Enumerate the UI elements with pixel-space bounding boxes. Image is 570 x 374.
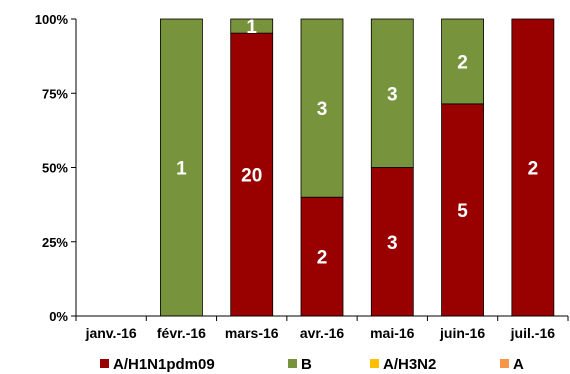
bar-segment (160, 18, 203, 317)
y-tick-label: 75% (42, 86, 68, 101)
legend-swatch (370, 359, 379, 368)
x-tick-label: févr.-16 (157, 325, 206, 341)
x-tick-label: janv.-16 (85, 325, 137, 341)
x-tick-label: mai-16 (370, 325, 415, 341)
bar-segment (441, 103, 484, 317)
legend-label: A/H1N1pdm09 (113, 356, 215, 373)
x-tick-label: avr.-16 (300, 325, 345, 341)
data-label: 3 (317, 99, 328, 120)
legend: A/H1N1pdm09 B A/H3N2 A (100, 356, 524, 373)
x-tick-label: juil.-16 (510, 325, 556, 341)
bar-segment (230, 32, 274, 317)
y-tick-label: 0% (49, 309, 68, 324)
legend-label: A (513, 356, 524, 373)
legend-label: B (301, 356, 312, 373)
x-tick-label: juin-16 (439, 325, 485, 341)
legend-item: A/H1N1pdm09 (100, 356, 215, 373)
data-label: 3 (387, 233, 398, 254)
data-label: 5 (457, 201, 468, 222)
legend-swatch (500, 359, 509, 368)
y-tick-label: 50% (42, 161, 68, 176)
axes-layer: 0% 25% 50% 75% 100% janv.-16 févr.-16 mars-16 av… (35, 12, 569, 341)
data-label: 1 (176, 159, 187, 180)
y-tick-label: 100% (35, 12, 69, 27)
legend-item: B (288, 356, 312, 373)
legend-swatch (288, 359, 297, 368)
bar-segment (300, 18, 344, 198)
bar-segment (300, 196, 344, 317)
bar-segment (230, 18, 274, 34)
bar-segment (441, 18, 484, 105)
bar-segment (511, 18, 555, 317)
legend-swatch (100, 359, 109, 368)
y-tick-label: 25% (42, 235, 68, 250)
legend-label: A/H3N2 (383, 356, 436, 373)
data-label: 2 (457, 52, 468, 73)
bar-segment (370, 18, 414, 168)
data-label: 2 (317, 248, 328, 269)
data-label: 1 (246, 17, 257, 38)
data-label: 3 (387, 84, 398, 105)
data-label: 2 (528, 159, 539, 180)
data-label: 20 (241, 166, 262, 187)
x-tick-label: mars-16 (225, 325, 279, 341)
legend-item: A/H3N2 (370, 356, 436, 373)
legend-item: A (500, 356, 524, 373)
bars-layer: 1 20 1 2 3 3 3 5 2 2 (160, 17, 555, 317)
